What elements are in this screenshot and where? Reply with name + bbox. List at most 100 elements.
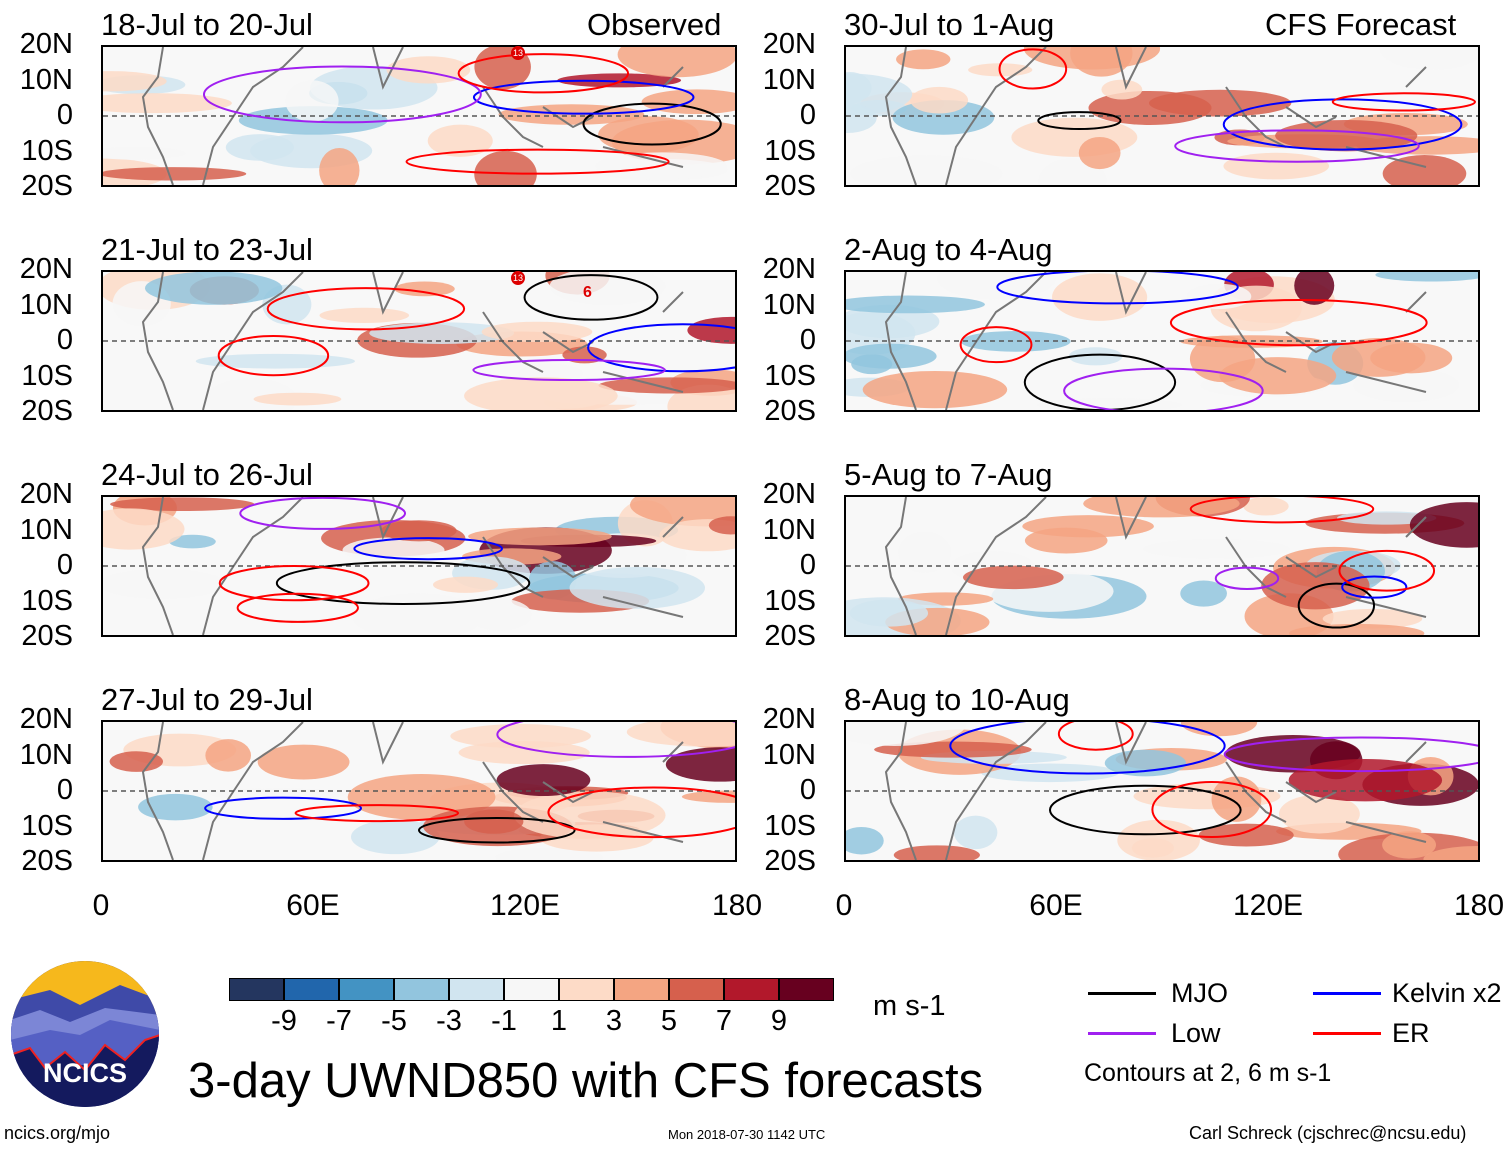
- mjo-contour: [1023, 353, 1177, 410]
- lat-label: 0: [799, 99, 816, 131]
- wind-anomaly-region: [319, 147, 360, 185]
- wind-anomaly-region: [617, 47, 735, 78]
- wind-anomaly-region: [846, 343, 937, 369]
- coastline: [141, 722, 684, 860]
- wind-anomaly-region: [1078, 136, 1121, 170]
- wind-anomaly-region: [850, 155, 1003, 185]
- wind-anomaly-region: [849, 599, 929, 627]
- colorbar-swatch: [779, 978, 834, 1001]
- er-contour: [547, 786, 735, 839]
- storm-marker: 13: [511, 271, 525, 285]
- lat-label: 0: [799, 774, 816, 806]
- panel-title: 30-Jul to 1-Aug: [844, 7, 1055, 42]
- wind-anomaly-region: [253, 392, 342, 406]
- map-panel: [844, 720, 1480, 862]
- colorbar-swatch: [559, 978, 614, 1001]
- colorbar-swatch: [504, 978, 559, 1001]
- map-panel: [101, 495, 737, 637]
- lat-label: 10S: [21, 584, 73, 617]
- er-contour: [1169, 299, 1428, 347]
- lon-label: 120E: [489, 889, 561, 922]
- colorbar-label: -1: [491, 1005, 517, 1037]
- mjo-contour: [582, 102, 722, 146]
- lat-label: 20S: [21, 170, 73, 202]
- wind-anomaly-region: [687, 316, 735, 344]
- wind-anomaly-region: [1409, 502, 1478, 548]
- colorbar-label: 9: [770, 1005, 788, 1037]
- er-contour: [236, 592, 359, 623]
- colorbar-swatch: [449, 978, 504, 1001]
- wind-anomaly-region: [598, 377, 735, 394]
- wind-anomaly-region: [896, 49, 951, 70]
- footer-timestamp: Mon 2018-07-30 1142 UTC: [668, 1127, 826, 1142]
- wind-anomaly-region: [1322, 608, 1423, 629]
- wind-anomaly-region: [257, 744, 350, 780]
- wind-anomaly-region: [464, 809, 524, 834]
- wind-anomaly-region: [432, 576, 499, 593]
- wind-anomaly-region: [380, 520, 457, 542]
- wind-anomaly-region: [352, 593, 484, 635]
- er-contour: [1338, 549, 1436, 592]
- er-contour: [218, 564, 370, 602]
- contour-note: Contours at 2, 6 m s-1: [1084, 1059, 1332, 1087]
- er-contour: [1151, 780, 1273, 839]
- wind-anomaly-region: [846, 103, 877, 133]
- legend-label-er: ER: [1392, 1018, 1430, 1048]
- wind-anomaly-region: [1131, 838, 1174, 858]
- lat-label: 0: [799, 324, 816, 356]
- kelvin-contour: [1341, 575, 1408, 599]
- colorbar-label: -3: [436, 1005, 462, 1037]
- wind-anomaly-region: [1294, 272, 1335, 305]
- lon-label: 0: [835, 889, 853, 922]
- kelvin-contour: [353, 537, 503, 561]
- wind-anomaly-region: [1275, 119, 1418, 152]
- forecast-header: CFS Forecast: [1265, 7, 1457, 42]
- coastline: [884, 722, 1427, 860]
- legend-line-mjo: [1088, 992, 1156, 995]
- wind-anomaly-region: [103, 568, 226, 600]
- wind-anomaly-region: [110, 497, 255, 512]
- colorbar-label: -5: [381, 1005, 407, 1037]
- er-contour: [266, 287, 466, 331]
- wind-anomaly-region: [466, 598, 532, 631]
- mjo-contour: [1297, 582, 1376, 629]
- low-contour: [239, 497, 407, 530]
- wind-anomaly-region: [626, 722, 735, 747]
- lat-label: 10S: [764, 809, 816, 842]
- wind-anomaly-region: [103, 146, 186, 160]
- colorbar-swatch: [284, 978, 339, 1001]
- colorbar-swatch: [229, 978, 284, 1001]
- map-panel: [101, 270, 737, 412]
- wind-anomaly-region: [569, 566, 705, 609]
- wind-anomaly-region: [225, 134, 294, 161]
- wind-anomaly-region: [285, 80, 339, 122]
- kelvin-contour: [996, 272, 1239, 305]
- kelvin-contour: [587, 323, 735, 373]
- panel-title: 18-Jul to 20-Jul: [101, 7, 313, 42]
- lon-label: 60E: [1029, 889, 1083, 922]
- wind-anomaly-region: [1223, 152, 1330, 180]
- wind-anomaly-region: [1382, 155, 1467, 185]
- wind-anomaly-region: [1379, 47, 1478, 71]
- mjo-contour: [417, 817, 576, 844]
- lat-label: 0: [56, 774, 73, 806]
- wind-anomaly-region: [1180, 722, 1258, 737]
- ncics-logo: NCICS: [10, 960, 160, 1108]
- mjo-contour: [1037, 111, 1122, 131]
- lat-label: 10S: [764, 134, 816, 167]
- map-panel: [844, 270, 1480, 412]
- footer-url[interactable]: ncics.org/mjo: [4, 1123, 111, 1143]
- colorbar-label: 3: [605, 1005, 623, 1037]
- kelvin-contour: [949, 722, 1226, 775]
- wind-anomaly-region: [319, 307, 410, 324]
- legend-line-low: [1088, 1032, 1156, 1035]
- colorbar-label: -9: [271, 1005, 297, 1037]
- lat-label: 10N: [19, 288, 73, 321]
- er-contour: [405, 148, 670, 175]
- lat-label: 10N: [19, 738, 73, 771]
- mjo-contour: [1048, 784, 1242, 836]
- mjo-contour: [523, 274, 659, 321]
- legend-label-kelvin: Kelvin x2: [1392, 978, 1502, 1008]
- colorbar-swatch: [724, 978, 779, 1001]
- lat-label: 20S: [21, 845, 73, 877]
